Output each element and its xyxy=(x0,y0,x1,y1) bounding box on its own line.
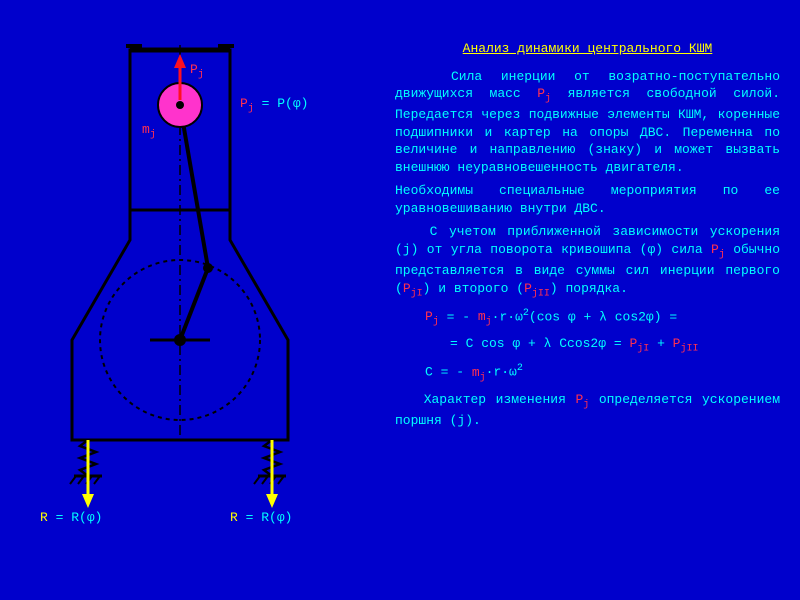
label-r-left: R = R(φ) xyxy=(40,510,102,525)
para-1: Сила инерции от возратно-поступательно д… xyxy=(395,68,780,177)
equation-2: = C cos φ + λ Ccos2φ = PjI + PjII xyxy=(450,335,780,356)
connecting-rod xyxy=(180,105,208,268)
slide-root: Pj mj Pj = P(φ) R = R(φ) R = R(φ) Анализ… xyxy=(0,0,800,600)
crank-arm xyxy=(180,268,208,340)
label-pj-arrow: Pj xyxy=(190,62,204,81)
para-4: Характер изменения Pj определяется ускор… xyxy=(395,391,780,430)
label-mj: mj xyxy=(142,122,156,141)
para-2: Необходимы специальные мероприятия по ее… xyxy=(395,182,780,217)
slide-title: Анализ динамики центрального КШМ xyxy=(395,40,780,58)
label-r-right: R = R(φ) xyxy=(230,510,292,525)
diagram-svg xyxy=(30,40,370,560)
label-pj-eq: Pj = P(φ) xyxy=(240,96,308,115)
equation-3: C = - mj·r·ω2 xyxy=(425,362,780,384)
equation-1: Pj = - mj·r·ω2(cos φ + λ cos2φ) = xyxy=(425,307,780,329)
mechanism-diagram: Pj mj Pj = P(φ) R = R(φ) R = R(φ) xyxy=(30,40,370,560)
para-3: С учетом приближенной зависимости ускоре… xyxy=(395,223,780,300)
text-block: Анализ динамики центрального КШМ Сила ин… xyxy=(395,40,780,435)
